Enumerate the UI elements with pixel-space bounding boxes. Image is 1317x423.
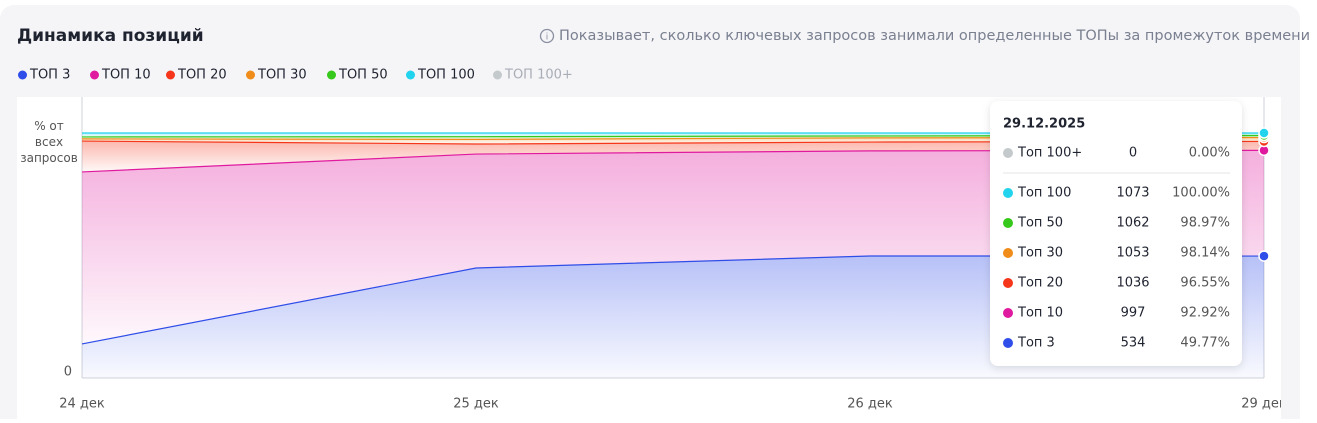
tooltip-name: Топ 30 xyxy=(1017,246,1063,261)
info-text: Показывает, сколько ключевых запросов за… xyxy=(559,28,1310,44)
tooltip-name: Топ 50 xyxy=(1017,216,1063,231)
tooltip-name: Топ 100+ xyxy=(1017,146,1082,161)
area-fill xyxy=(82,137,1264,145)
tooltip-count: 0 xyxy=(1129,146,1137,161)
x-tick-label: 24 дек xyxy=(59,397,105,412)
tooltip-percent: 0.00% xyxy=(1189,146,1230,161)
legend-marker[interactable] xyxy=(18,70,27,80)
y-tick-label: 0 xyxy=(64,365,72,380)
area-fill xyxy=(82,141,1264,172)
tooltip-count: 534 xyxy=(1121,336,1146,351)
legend-marker[interactable] xyxy=(166,70,175,80)
tooltip-percent: 92.92% xyxy=(1180,306,1230,321)
area-fill xyxy=(82,255,1264,378)
legend-marker[interactable] xyxy=(406,70,415,80)
area-fill xyxy=(82,133,1264,137)
tooltip-name: Топ 3 xyxy=(1017,336,1055,351)
tooltip-title: 29.12.2025 xyxy=(1003,117,1085,132)
tooltip-name: Топ 10 xyxy=(1017,306,1063,321)
area-fill xyxy=(82,150,1264,344)
tooltip-count: 1053 xyxy=(1116,246,1149,261)
legend-marker[interactable] xyxy=(493,70,502,80)
tooltip-name: Топ 20 xyxy=(1017,276,1063,291)
legend-label[interactable]: ТОП 30 xyxy=(257,68,307,83)
tooltip-percent: 98.97% xyxy=(1180,216,1230,231)
tooltip-count: 1073 xyxy=(1116,186,1149,201)
legend-label[interactable]: ТОП 100 xyxy=(417,68,475,83)
tooltip-marker xyxy=(1003,148,1013,158)
tooltip-percent: 96.55% xyxy=(1180,276,1230,291)
legend-label[interactable]: ТОП 3 xyxy=(29,68,70,83)
legend-marker[interactable] xyxy=(246,70,255,80)
legend-label[interactable]: ТОП 20 xyxy=(177,68,227,83)
tooltip-count: 997 xyxy=(1121,306,1146,321)
x-tick-label: 26 дек xyxy=(847,397,893,412)
tooltip-percent: 98.14% xyxy=(1180,246,1230,261)
y-axis-label: % от всех запросов xyxy=(20,119,78,165)
tooltip-percent: 100.00% xyxy=(1172,186,1230,201)
tooltip-marker xyxy=(1003,248,1013,258)
end-point xyxy=(1258,127,1270,139)
info-icon-glyph: i xyxy=(546,33,549,43)
area-fill xyxy=(82,135,1264,140)
x-tick-label: 25 дек xyxy=(453,397,499,412)
x-tick-label: 29 дек xyxy=(1241,397,1287,412)
legend-label[interactable]: ТОП 10 xyxy=(101,68,151,83)
widget-title: Динамика позиций xyxy=(17,26,204,46)
legend-label[interactable]: ТОП 100+ xyxy=(504,68,573,83)
tooltip-marker xyxy=(1003,308,1013,318)
tooltip-marker xyxy=(1003,338,1013,348)
tooltip-box xyxy=(990,101,1242,366)
tooltip-marker xyxy=(1003,218,1013,228)
tooltip-marker xyxy=(1003,188,1013,198)
legend-label[interactable]: ТОП 50 xyxy=(338,68,388,83)
legend-marker[interactable] xyxy=(327,70,336,80)
info-icon[interactable] xyxy=(539,28,555,44)
tooltip-count: 1036 xyxy=(1116,276,1149,291)
tooltip-name: Топ 100 xyxy=(1017,186,1071,201)
tooltip-count: 1062 xyxy=(1116,216,1149,231)
legend-marker[interactable] xyxy=(90,70,99,80)
tooltip-percent: 49.77% xyxy=(1180,336,1230,351)
tooltip-marker xyxy=(1003,278,1013,288)
end-point xyxy=(1258,250,1270,262)
